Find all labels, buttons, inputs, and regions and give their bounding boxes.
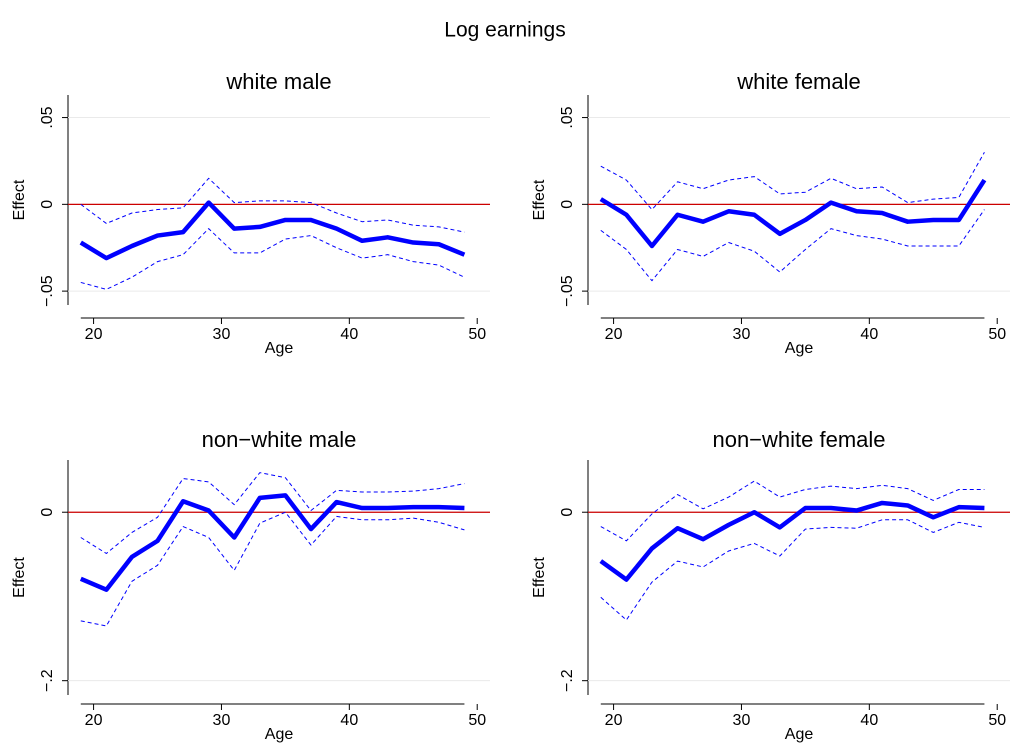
confidence-line — [80, 511, 465, 627]
confidence-line — [600, 480, 985, 542]
confidence-line — [80, 472, 465, 554]
x-tick-label: 50 — [468, 712, 486, 729]
y-tick-label: 0 — [39, 200, 56, 209]
y-tick-label: −.05 — [559, 275, 576, 307]
x-tick-label: 40 — [860, 712, 878, 729]
y-tick-label: 0 — [559, 508, 576, 517]
estimate-line — [79, 493, 465, 592]
x-tick-label: 20 — [85, 712, 103, 729]
subplot-title: white male — [225, 69, 331, 94]
y-tick-label: 0 — [559, 200, 576, 209]
x-axis-label: Age — [265, 340, 294, 357]
x-tick-label: 40 — [860, 326, 878, 343]
y-axis-label: Effect — [11, 179, 28, 220]
x-tick-label: 50 — [988, 326, 1006, 343]
confidence-line — [80, 228, 465, 290]
y-tick-label: .05 — [559, 106, 576, 128]
x-tick-label: 20 — [605, 712, 623, 729]
x-tick-label: 30 — [733, 326, 751, 343]
y-axis-label: Effect — [11, 557, 28, 598]
estimate-line — [599, 500, 985, 582]
x-tick-label: 20 — [605, 326, 623, 343]
y-tick-label: .05 — [39, 106, 56, 128]
y-tick-label: 0 — [39, 508, 56, 517]
y-axis-label: Effect — [531, 557, 548, 598]
y-tick-label: −.2 — [559, 669, 576, 692]
x-tick-label: 40 — [340, 326, 358, 343]
x-axis-label: Age — [785, 340, 814, 357]
x-tick-label: 40 — [340, 712, 358, 729]
x-tick-label: 20 — [85, 326, 103, 343]
subplot-title: non−white female — [712, 427, 885, 452]
x-axis-label: Age — [785, 726, 814, 743]
x-tick-label: 30 — [213, 712, 231, 729]
x-tick-label: 30 — [213, 326, 231, 343]
x-tick-label: 30 — [733, 712, 751, 729]
subplot-title: non−white male — [202, 427, 357, 452]
confidence-line — [600, 152, 985, 211]
estimate-line — [79, 200, 466, 261]
subplot-title: white female — [736, 69, 861, 94]
estimate-line — [599, 178, 987, 249]
confidence-line — [80, 177, 465, 233]
figure-title: Log earnings — [444, 19, 565, 42]
y-tick-label: −.2 — [39, 669, 56, 692]
confidence-line — [600, 519, 985, 621]
x-tick-label: 50 — [988, 712, 1006, 729]
y-tick-label: −.05 — [39, 275, 56, 307]
x-tick-label: 50 — [468, 326, 486, 343]
y-axis-label: Effect — [531, 179, 548, 220]
confidence-line — [600, 209, 985, 282]
x-axis-label: Age — [265, 726, 294, 743]
